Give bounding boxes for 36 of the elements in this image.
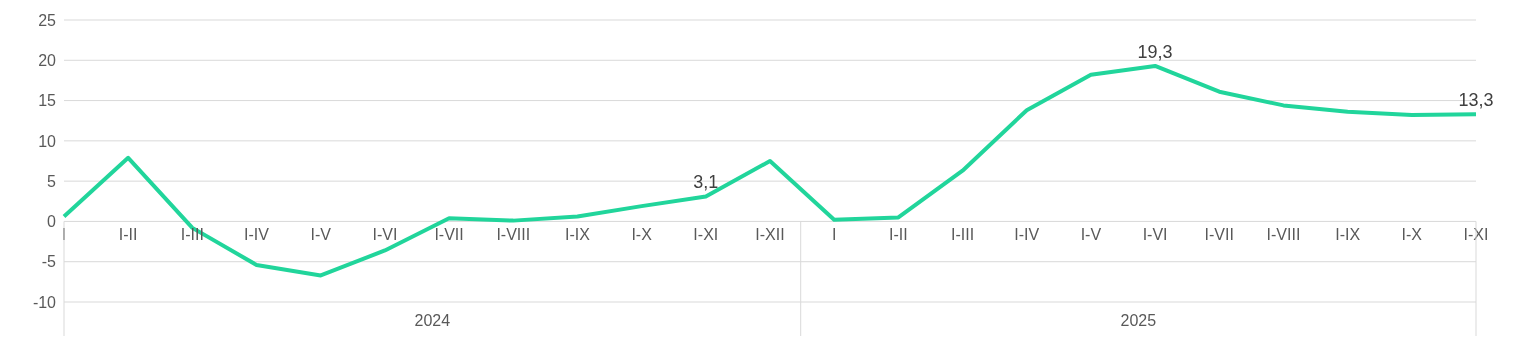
y-tick-label: -10 bbox=[32, 293, 57, 311]
x-tick-label: I-VII bbox=[434, 226, 464, 244]
x-tick-label: I-IV bbox=[244, 226, 270, 244]
y-tick-label: 5 bbox=[47, 172, 57, 190]
x-tick-label: I-IV bbox=[1014, 226, 1040, 244]
text: 2024 bbox=[414, 312, 451, 329]
y-tick-label: 20 bbox=[38, 51, 57, 69]
x-tick-label: I-XI bbox=[1463, 226, 1489, 244]
x-tick-label: I-X bbox=[1401, 226, 1423, 244]
x-tick-label: I-V bbox=[1080, 226, 1102, 244]
y-tick-label: 15 bbox=[38, 92, 57, 110]
x-tick-label: I-VI bbox=[372, 226, 398, 244]
x-tick-label: I-II bbox=[889, 226, 908, 244]
data-label: 19,3 bbox=[1137, 41, 1173, 62]
x-tick-label: I-VIII bbox=[496, 226, 531, 244]
x-tick-label: I-V bbox=[310, 226, 332, 244]
data-label: 3,1 bbox=[693, 172, 719, 193]
x-tick-label: I-VIII bbox=[1266, 226, 1301, 244]
x-tick-label: I-VII bbox=[1204, 226, 1234, 244]
text: 2025 bbox=[1120, 312, 1157, 329]
x-tick-label: I-III bbox=[180, 226, 204, 244]
x-tick-label: I-IX bbox=[565, 226, 591, 244]
x-tick-label: I-VI bbox=[1142, 226, 1168, 244]
x-tick-label: I-XI bbox=[693, 226, 719, 244]
x-tick-label: I-II bbox=[118, 226, 138, 244]
x-tick-label: I bbox=[61, 226, 67, 244]
x-tick-label: I-XII bbox=[755, 226, 785, 244]
y-tick-label: 0 bbox=[47, 213, 57, 231]
x-tick-label: I bbox=[831, 226, 837, 244]
y-tick-label: 25 bbox=[38, 11, 57, 29]
x-tick-label: I-III bbox=[950, 226, 975, 244]
data-label: 13,3 bbox=[1458, 90, 1494, 111]
x-tick-label: I-IX bbox=[1335, 226, 1361, 244]
y-tick-label: 10 bbox=[38, 132, 57, 150]
x-tick-label: I-X bbox=[631, 226, 653, 244]
y-tick-label: -5 bbox=[41, 253, 57, 271]
